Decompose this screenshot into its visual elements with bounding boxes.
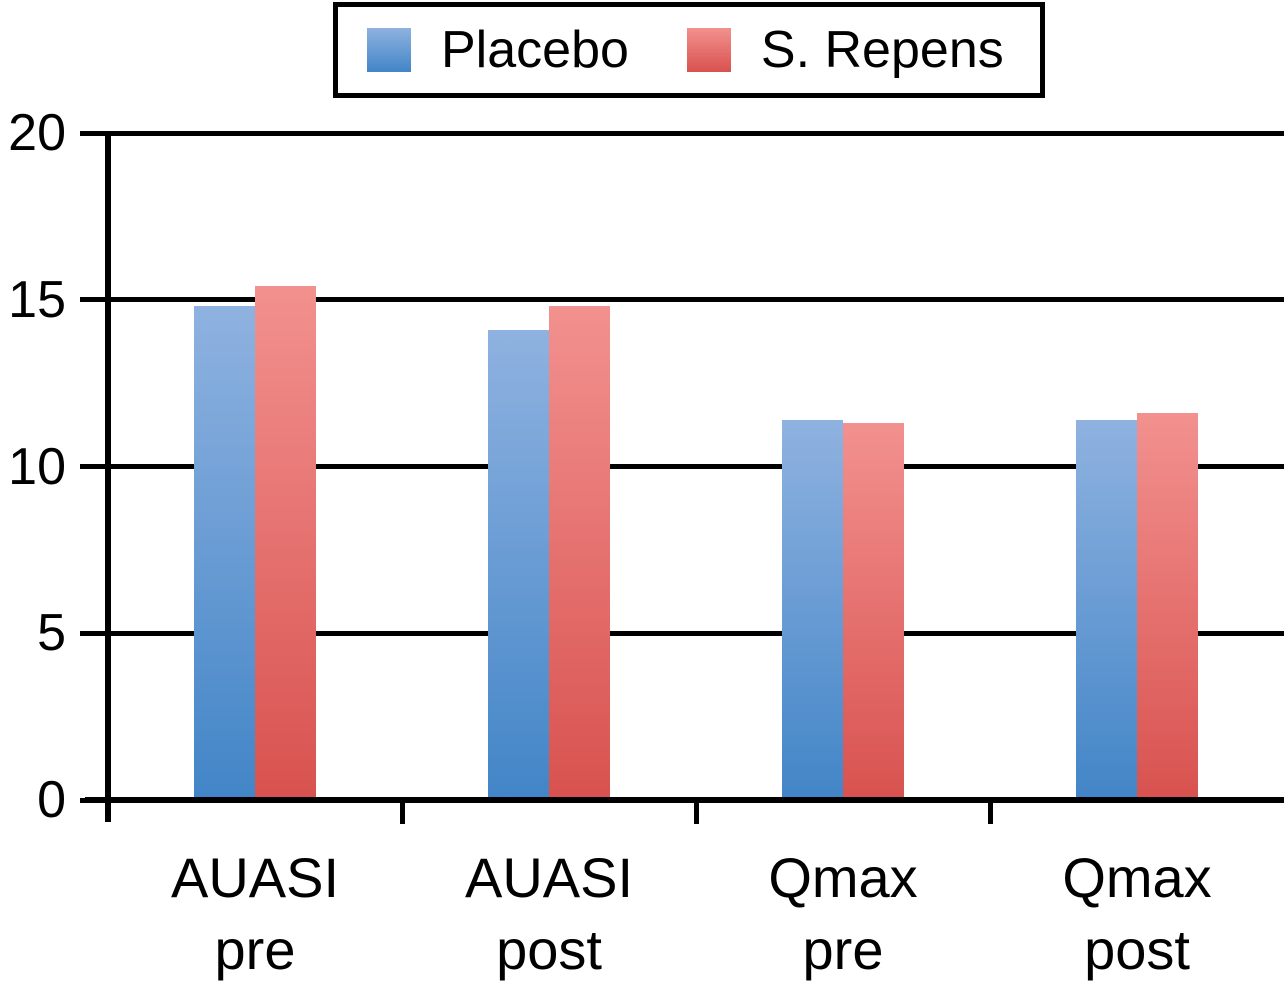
x-category-label-line-auasi: AUASI bbox=[464, 846, 634, 909]
x-category-label-line-post: post bbox=[1084, 918, 1190, 981]
x-category-label-qmax-pre: Qmax pre bbox=[696, 842, 990, 986]
bar-s-repens-auasi-post bbox=[549, 306, 610, 800]
bar-s-repens-qmax-pre bbox=[843, 423, 904, 800]
x-category-label-auasi-pre: AUASI pre bbox=[108, 842, 402, 986]
y-tick-15 bbox=[80, 297, 108, 303]
x-category-label-line-auasi: AUASI bbox=[170, 846, 340, 909]
y-axis-label-20: 20 bbox=[8, 104, 66, 162]
x-axis-line bbox=[85, 797, 1284, 803]
gridline-10 bbox=[108, 464, 1284, 469]
gridline-20 bbox=[108, 130, 1284, 136]
bar-placebo-qmax-post bbox=[1076, 419, 1137, 800]
y-tick-20 bbox=[80, 130, 108, 136]
y-axis-line bbox=[105, 131, 111, 822]
y-axis-label-0: 0 bbox=[37, 771, 66, 829]
gridline-15 bbox=[108, 297, 1284, 303]
legend-label-placebo: Placebo bbox=[441, 21, 629, 79]
y-tick-5 bbox=[80, 630, 108, 636]
y-axis-label-15: 15 bbox=[8, 270, 66, 329]
bar-s-repens-auasi-pre bbox=[255, 286, 316, 800]
x-category-label-line-qmax: Qmax bbox=[768, 846, 918, 909]
bar-placebo-qmax-pre bbox=[782, 419, 843, 800]
x-category-label-line-qmax: Qmax bbox=[1062, 846, 1212, 909]
x-category-label-line-pre: pre bbox=[802, 918, 884, 981]
x-tick-1 bbox=[399, 800, 405, 824]
x-category-label-line-post: post bbox=[496, 918, 602, 981]
legend-label-s-repens: S. Repens bbox=[760, 21, 1004, 79]
y-axis-label-10: 10 bbox=[8, 437, 66, 496]
x-tick-2 bbox=[693, 800, 699, 824]
legend: Placebo S. Repens bbox=[333, 2, 1045, 98]
x-category-label-auasi-post: AUASI post bbox=[402, 842, 696, 986]
x-category-label-qmax-post: Qmax post bbox=[990, 842, 1284, 986]
bar-placebo-auasi-pre bbox=[194, 306, 255, 800]
bar-placebo-auasi-post bbox=[488, 329, 549, 800]
y-tick-10 bbox=[80, 464, 108, 469]
x-category-label-line-pre: pre bbox=[214, 918, 296, 981]
legend-swatch-s-repens bbox=[686, 28, 731, 72]
gridline-5 bbox=[108, 630, 1284, 636]
y-axis-label-5: 5 bbox=[37, 604, 66, 663]
bar-s-repens-qmax-post bbox=[1137, 413, 1198, 800]
x-tick-3 bbox=[987, 800, 993, 824]
legend-swatch-placebo bbox=[367, 28, 411, 72]
